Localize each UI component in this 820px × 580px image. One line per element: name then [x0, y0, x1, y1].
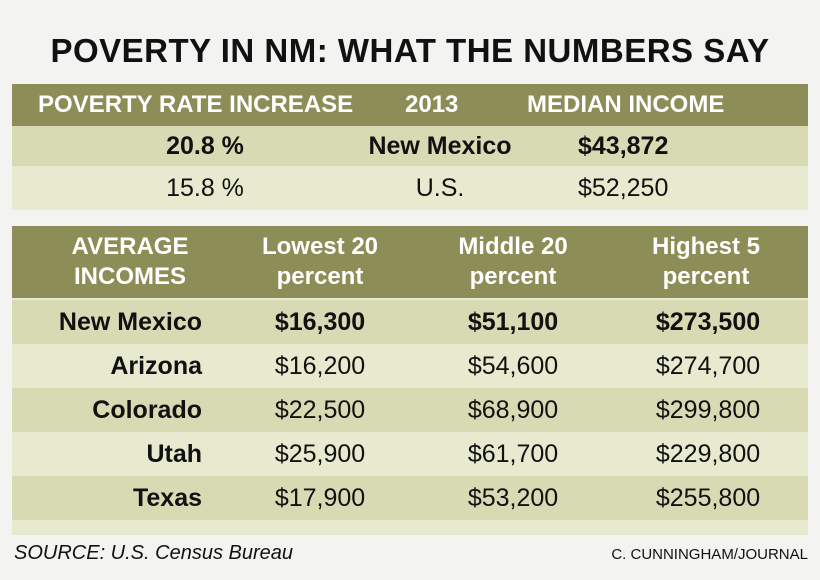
table-row	[12, 344, 808, 388]
table-cell: Colorado	[92, 396, 202, 424]
table-cell: New Mexico	[58, 308, 202, 336]
column-header: 2013	[405, 91, 459, 118]
table-cell: $16,300	[274, 308, 366, 336]
table-row	[12, 166, 808, 210]
header-band	[12, 226, 808, 298]
table-cell: $22,500	[274, 396, 366, 424]
source: SOURCE: U.S. Census Bureau	[14, 542, 293, 564]
table-cell: Utah	[146, 440, 202, 468]
column-header: POVERTY RATE INCREASE	[38, 91, 354, 118]
table-cell: $53,200	[467, 484, 559, 512]
table-cell: $54,600	[467, 352, 559, 380]
column-header: MEDIAN INCOME	[527, 91, 725, 118]
table-cell: New Mexico	[368, 132, 512, 160]
table-cell: $299,800	[655, 396, 761, 424]
column-header: Middle 20 percent	[458, 233, 568, 290]
table-cell: $43,872	[578, 132, 669, 160]
column-header: AVERAGE INCOMES	[71, 233, 189, 290]
table-cell: $255,800	[655, 484, 761, 512]
table-cell: $51,100	[467, 308, 559, 336]
table-row	[12, 476, 808, 520]
table-cell: $68,900	[467, 396, 559, 424]
title: POVERTY IN NM: WHAT THE NUMBERS SAY	[50, 32, 770, 69]
table-cell: $229,800	[655, 440, 761, 468]
table-row	[12, 300, 808, 344]
table-cell: $16,200	[274, 352, 366, 380]
table-cell: 15.8 %	[166, 174, 244, 202]
column-header: Highest 5 percent	[651, 233, 761, 290]
column-header: Lowest 20 percent	[261, 233, 379, 290]
table-row	[12, 126, 808, 166]
table-cell: $273,500	[655, 308, 761, 336]
credit: C. CUNNINGHAM/JOURNAL	[611, 546, 808, 563]
table-row	[12, 432, 808, 476]
table-cell: Arizona	[110, 352, 202, 380]
table-cell: $17,900	[274, 484, 366, 512]
table-row	[12, 388, 808, 432]
header-band	[12, 84, 808, 126]
table-cell: $61,700	[467, 440, 559, 468]
table-cell: 20.8 %	[166, 132, 244, 160]
table-cell: Texas	[132, 484, 202, 512]
table-cell: U.S.	[415, 174, 465, 202]
table-cell: $52,250	[578, 174, 669, 202]
table-cell: $274,700	[655, 352, 761, 380]
table-cell: $25,900	[274, 440, 366, 468]
